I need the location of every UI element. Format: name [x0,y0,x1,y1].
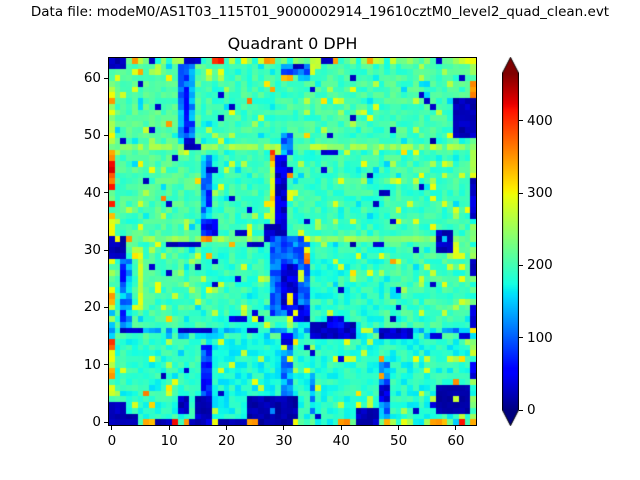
colorbar-tick-label: 300 [527,185,553,202]
y-tick-mark [104,421,108,423]
x-tick-label: 0 [107,433,117,449]
colorbar-tick-label: 100 [527,329,553,346]
y-tick-label: 0 [92,414,101,431]
y-tick-label: 20 [83,299,101,316]
heatmap-canvas [109,58,476,425]
colorbar-tick-mark [519,120,523,122]
x-tick-label: 50 [389,433,408,449]
x-tick-label: 60 [447,433,465,449]
data-file-label: Data file: modeM0/AS1T03_115T01_90000029… [30,4,610,20]
colorbar-tick-mark [519,192,523,194]
x-tick-mark [226,426,228,430]
x-tick-mark [168,426,170,430]
y-tick-mark [104,364,108,366]
chart-title: Quadrant 0 DPH [227,34,358,53]
x-tick-label: 20 [217,433,236,449]
y-tick-mark [104,77,108,79]
colorbar-tick-label: 400 [527,112,553,129]
x-tick-mark [283,426,285,430]
y-tick-label: 50 [83,127,101,144]
y-tick-label: 60 [83,70,101,87]
x-tick-mark [340,426,342,430]
y-tick-mark [104,306,108,308]
colorbar-tick-label: 200 [527,257,553,274]
colorbar-tick-mark [519,264,523,266]
y-tick-mark [104,249,108,251]
y-tick-mark [104,134,108,136]
colorbar [502,57,519,426]
x-tick-label: 30 [275,433,293,449]
x-tick-mark [111,426,113,430]
colorbar-tick-mark [519,337,523,339]
x-tick-label: 10 [160,433,178,449]
colorbar-tick-mark [519,409,523,411]
y-tick-mark [104,192,108,194]
colorbar-tick-label: 0 [527,402,536,418]
x-tick-label: 40 [332,433,350,449]
y-tick-label: 30 [83,242,101,259]
y-tick-label: 10 [83,356,101,373]
y-tick-label: 40 [83,184,101,201]
x-tick-mark [455,426,457,430]
axes-frame [108,57,477,426]
x-tick-mark [398,426,400,430]
